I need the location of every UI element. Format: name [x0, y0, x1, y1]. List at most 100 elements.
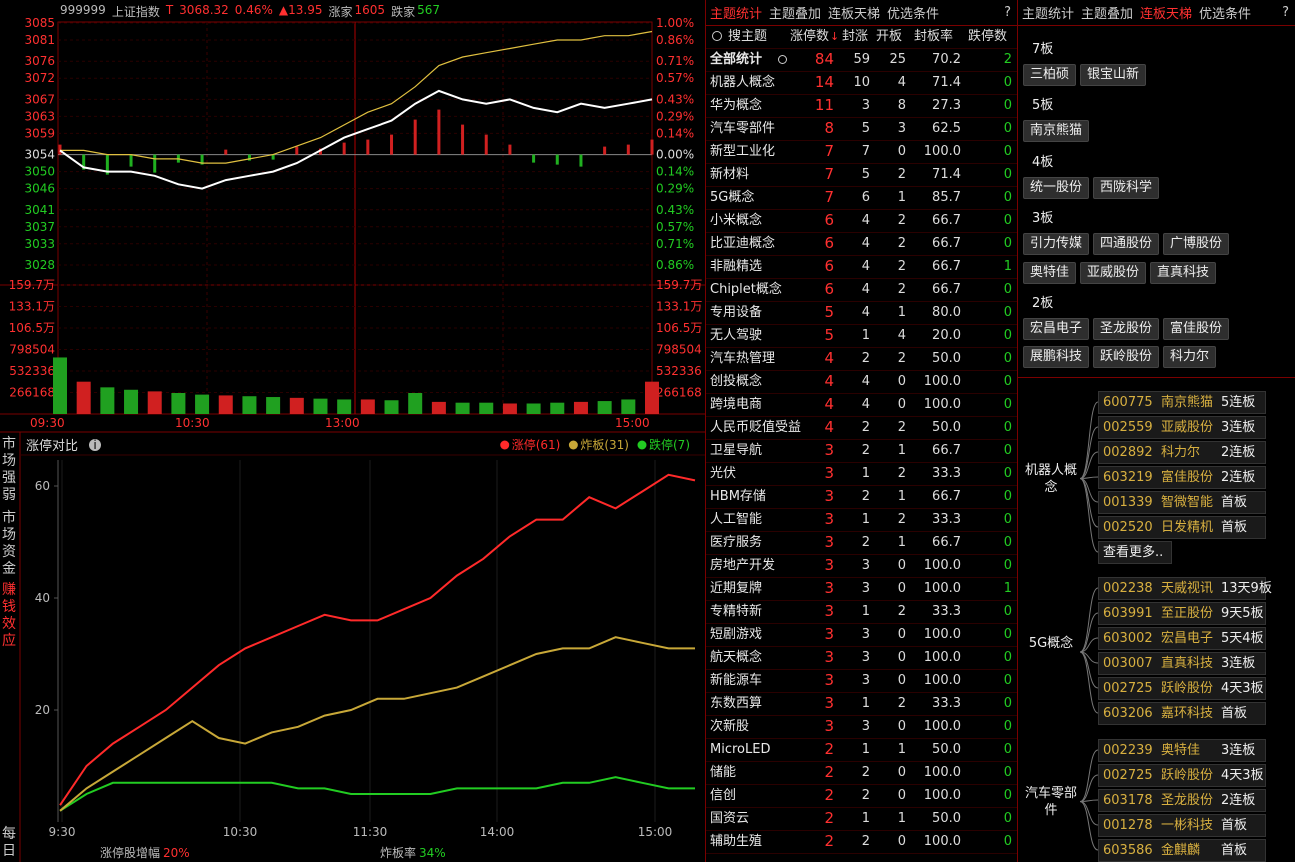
- tree-item[interactable]: 603206 嘉环科技 首板: [1098, 702, 1266, 725]
- table-row[interactable]: 华为概念 11 3 8 27.3 0: [706, 94, 1017, 118]
- volume-tick-label: 159.7万: [9, 278, 55, 292]
- stock-button[interactable]: 科力尔: [1163, 346, 1217, 369]
- stock-button[interactable]: 宏昌电子: [1023, 318, 1090, 340]
- table-row[interactable]: 全部统计 84 59 25 70.2 2: [706, 48, 1017, 72]
- table-row[interactable]: 非融精选 6 4 2 66.7 1: [706, 255, 1017, 279]
- side-tab[interactable]: 市场资金: [2, 510, 16, 577]
- stock-button[interactable]: 富佳股份: [1163, 318, 1230, 340]
- table-row[interactable]: 近期复牌 3 3 0 100.0 1: [706, 577, 1017, 601]
- tree-item[interactable]: 002520 日发精机 首板: [1098, 516, 1266, 539]
- tree-item[interactable]: 002238 天威视讯 13天9板: [1098, 577, 1272, 600]
- column-header[interactable]: 封涨: [842, 29, 869, 44]
- column-header[interactable]: 跌停数: [968, 29, 1008, 44]
- stock-button[interactable]: 西陇科学: [1093, 176, 1160, 199]
- table-row[interactable]: Chiplet概念 6 4 2 66.7 0: [706, 278, 1017, 302]
- tree-item[interactable]: 603002 宏昌电子 5天4板: [1098, 627, 1266, 650]
- table-row[interactable]: 人工智能 3 1 2 33.3 0: [706, 508, 1017, 532]
- table-row[interactable]: 辅助生殖 2 2 0 100.0 0: [706, 830, 1017, 854]
- stock-button[interactable]: 三柏硕: [1023, 64, 1077, 86]
- tab[interactable]: 优选条件: [887, 7, 940, 22]
- tree-item[interactable]: 002725 跃岭股份 4天3板: [1098, 764, 1266, 787]
- table-row[interactable]: 航天概念 3 3 0 100.0 0: [706, 646, 1017, 670]
- tree-item[interactable]: 002559 亚威股份 3连板: [1098, 416, 1266, 439]
- stock-button[interactable]: 广博股份: [1163, 233, 1230, 256]
- tab[interactable]: 连板天梯: [1140, 7, 1193, 22]
- table-row[interactable]: 比亚迪概念 6 4 2 66.7 0: [706, 232, 1017, 256]
- stock-button[interactable]: 银宝山新: [1080, 64, 1147, 86]
- table-row[interactable]: 跨境电商 4 4 0 100.0 0: [706, 393, 1017, 417]
- side-tab[interactable]: 每日: [2, 826, 16, 859]
- tab[interactable]: 连板天梯: [828, 7, 881, 22]
- down-count: 567: [417, 3, 440, 17]
- breadth-bar: [650, 139, 654, 155]
- table-row[interactable]: 人民币贬值受益 4 2 2 50.0 0: [706, 416, 1017, 440]
- cell-value: 0: [897, 397, 906, 412]
- table-row[interactable]: 专用设备 5 4 1 80.0 0: [706, 301, 1017, 325]
- tree-item[interactable]: 003007 直真科技 3连板: [1098, 652, 1266, 675]
- tab[interactable]: 主题统计: [710, 7, 763, 22]
- side-tab[interactable]: 市场强弱: [2, 436, 16, 503]
- column-header[interactable]: 封板率: [914, 29, 954, 44]
- stock-button[interactable]: 奥特佳: [1023, 261, 1077, 284]
- help[interactable]: ?: [1004, 5, 1011, 20]
- column-header[interactable]: 涨停数: [790, 29, 830, 44]
- table-row[interactable]: 5G概念 7 6 1 85.7 0: [706, 186, 1017, 210]
- column-header[interactable]: 搜主题: [728, 29, 768, 44]
- stock-button[interactable]: 统一股份: [1023, 176, 1090, 199]
- tree-item[interactable]: 001339 智微智能 首板: [1098, 491, 1266, 514]
- table-row[interactable]: 卫星导航 3 2 1 66.7 0: [706, 439, 1017, 463]
- table-row[interactable]: 专精特新 3 1 2 33.3 0: [706, 600, 1017, 624]
- table-row[interactable]: HBM存储 3 2 1 66.7 0: [706, 485, 1017, 509]
- table-row[interactable]: 汽车零部件 8 5 3 62.5 0: [706, 117, 1017, 141]
- table-row[interactable]: 小米概念 6 4 2 66.7 0: [706, 209, 1017, 233]
- stock-button[interactable]: 展鹏科技: [1023, 346, 1090, 369]
- table-row[interactable]: 汽车热管理 4 2 2 50.0 0: [706, 347, 1017, 371]
- pct-tick-label: 0.29%: [656, 109, 694, 123]
- tree-item[interactable]: 001278 一彬科技 首板: [1098, 814, 1266, 837]
- table-row[interactable]: 创投概念 4 4 0 100.0 0: [706, 370, 1017, 394]
- table-row[interactable]: 无人驾驶 5 1 4 20.0 0: [706, 324, 1017, 348]
- info-icon[interactable]: [89, 439, 101, 451]
- table-row[interactable]: 次新股 3 3 0 100.0 0: [706, 715, 1017, 739]
- tab[interactable]: 主题叠加: [1081, 7, 1134, 22]
- stock-button[interactable]: 直真科技: [1150, 261, 1217, 284]
- tree-item[interactable]: 查看更多..: [1098, 541, 1172, 564]
- table-row[interactable]: 短剧游戏 3 3 0 100.0 0: [706, 623, 1017, 647]
- table-row[interactable]: 新材料 7 5 2 71.4 0: [706, 163, 1017, 187]
- stock-button[interactable]: 圣龙股份: [1093, 318, 1160, 340]
- table-row[interactable]: 房地产开发 3 3 0 100.0 0: [706, 554, 1017, 578]
- tree-item[interactable]: 603991 至正股份 9天5板: [1098, 602, 1266, 625]
- tree-item[interactable]: 603178 圣龙股份 2连板: [1098, 789, 1266, 812]
- stock-button[interactable]: 跃岭股份: [1093, 346, 1160, 369]
- stock-button[interactable]: 引力传媒: [1023, 233, 1090, 256]
- side-tab[interactable]: 赚钱效应: [2, 582, 16, 649]
- tab[interactable]: 主题统计: [1022, 7, 1075, 22]
- tab[interactable]: 主题叠加: [769, 7, 822, 22]
- cell-value: 20.0: [932, 328, 961, 343]
- tree-item[interactable]: 002725 跃岭股份 4天3板: [1098, 677, 1266, 700]
- table-row[interactable]: 机器人概念 14 10 4 71.4 0: [706, 71, 1017, 95]
- table-row[interactable]: 医疗服务 3 2 1 66.7 0: [706, 531, 1017, 555]
- table-row[interactable]: 光伏 3 1 2 33.3 0: [706, 462, 1017, 486]
- tree-item[interactable]: 603586 金麒麟 首板: [1098, 839, 1266, 862]
- table-row[interactable]: 国资云 2 1 1 50.0 0: [706, 807, 1017, 831]
- column-header[interactable]: 开板: [876, 29, 903, 44]
- cell-value: 0: [897, 673, 906, 688]
- tab[interactable]: 优选条件: [1199, 7, 1252, 22]
- tree-item[interactable]: 603219 富佳股份 2连板: [1098, 466, 1266, 489]
- stock-button[interactable]: 四通股份: [1093, 233, 1160, 256]
- table-row[interactable]: 储能 2 2 0 100.0 0: [706, 761, 1017, 785]
- tree-item[interactable]: 002239 奥特佳 3连板: [1098, 739, 1266, 762]
- table-row[interactable]: 信创 2 2 0 100.0 0: [706, 784, 1017, 808]
- table-row[interactable]: 新能源车 3 3 0 100.0 0: [706, 669, 1017, 693]
- theme-name: 新型工业化: [710, 144, 776, 159]
- help[interactable]: ?: [1282, 5, 1289, 20]
- table-row[interactable]: 新型工业化 7 7 0 100.0 0: [706, 140, 1017, 164]
- table-row[interactable]: MicroLED 2 1 1 50.0 0: [706, 738, 1017, 762]
- stock-button[interactable]: 南京熊猫: [1023, 120, 1090, 143]
- stock-button[interactable]: 亚威股份: [1080, 261, 1147, 284]
- tree-item[interactable]: 600775 南京熊猫 5连板: [1098, 391, 1266, 414]
- table-row[interactable]: 东数西算 3 1 2 33.3 0: [706, 692, 1017, 716]
- tree-item[interactable]: 002892 科力尔 2连板: [1098, 441, 1266, 464]
- separator: [1018, 377, 1295, 378]
